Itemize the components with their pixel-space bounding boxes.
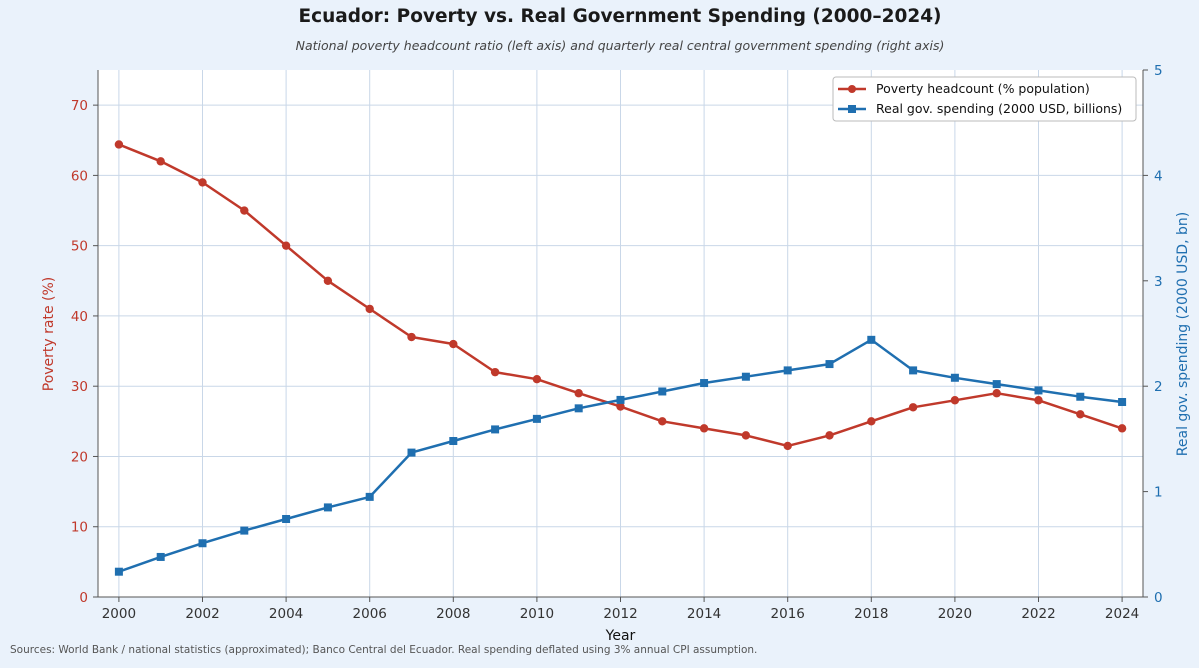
spending-point bbox=[783, 366, 792, 375]
y-left-tick-label: 0 bbox=[79, 590, 88, 606]
spending-point bbox=[365, 492, 374, 501]
x-tick-label: 2014 bbox=[687, 606, 721, 622]
spending-point bbox=[658, 387, 667, 396]
y-left-tick-label: 70 bbox=[71, 98, 88, 114]
poverty-point bbox=[867, 417, 876, 426]
x-tick-label: 2006 bbox=[353, 606, 387, 622]
poverty-point bbox=[574, 389, 583, 398]
poverty-point bbox=[490, 367, 500, 377]
y-left-axis-title: Poverty rate (%) bbox=[41, 277, 57, 392]
y-left-tick-label: 40 bbox=[71, 309, 88, 325]
y-left-tick-label: 30 bbox=[71, 379, 88, 395]
legend-poverty-marker bbox=[848, 85, 856, 93]
legend: Poverty headcount (% population) Real go… bbox=[832, 76, 1137, 122]
y-right-tick-label: 1 bbox=[1154, 485, 1163, 501]
poverty-point bbox=[532, 374, 542, 384]
x-axis-title: Year bbox=[605, 628, 636, 644]
ticks: 2000 2002 2004 2006 2008 2010 2012 2014 2016 2018… bbox=[71, 63, 1163, 622]
legend-poverty-label: Poverty headcount (% population) bbox=[876, 81, 1090, 96]
poverty-point bbox=[114, 140, 124, 149]
poverty-point bbox=[449, 339, 458, 349]
poverty-point bbox=[992, 389, 1001, 398]
poverty-point bbox=[198, 178, 207, 187]
y-left-tick-label: 10 bbox=[71, 520, 88, 536]
legend-box bbox=[832, 76, 1137, 122]
spending-point bbox=[1118, 398, 1127, 407]
spending-point bbox=[407, 448, 416, 457]
poverty-point bbox=[240, 206, 249, 215]
chart-area: 2000 2002 2004 2006 2008 2010 2012 2014 2016 2018… bbox=[41, 63, 1191, 644]
spending-point bbox=[114, 567, 123, 576]
spending-point bbox=[616, 395, 625, 404]
spending-point bbox=[198, 539, 207, 548]
spending-point bbox=[741, 372, 750, 381]
source-note: Sources: World Bank / national statistic… bbox=[10, 644, 758, 656]
poverty-point bbox=[699, 424, 709, 433]
spending-point bbox=[867, 335, 876, 344]
spending-point bbox=[950, 373, 959, 382]
poverty-point bbox=[825, 431, 834, 440]
y-right-tick-label: 4 bbox=[1154, 168, 1163, 184]
spending-point bbox=[909, 366, 918, 375]
x-tick-label: 2022 bbox=[1021, 606, 1055, 622]
poverty-point bbox=[1117, 424, 1127, 433]
x-tick-label: 2004 bbox=[269, 606, 303, 622]
legend-spending-marker bbox=[848, 105, 856, 113]
x-tick-label: 2010 bbox=[520, 606, 554, 622]
spending-point bbox=[574, 404, 583, 413]
spending-point bbox=[1034, 386, 1043, 395]
x-tick-label: 2016 bbox=[771, 606, 805, 622]
series bbox=[114, 140, 1127, 576]
spending-point bbox=[532, 414, 541, 423]
y-right-tick-label: 2 bbox=[1154, 379, 1163, 395]
spending-point bbox=[700, 379, 709, 388]
poverty-point bbox=[908, 403, 918, 412]
poverty-point bbox=[407, 332, 416, 342]
x-tick-label: 2002 bbox=[185, 606, 219, 622]
x-tick-label: 2024 bbox=[1105, 606, 1139, 622]
chart-title: Ecuador: Poverty vs. Real Government Spe… bbox=[298, 6, 942, 27]
spending-point bbox=[992, 380, 1001, 389]
y-left-tick-label: 60 bbox=[71, 168, 88, 184]
chart-subtitle: National poverty headcount ratio (left a… bbox=[295, 38, 945, 53]
poverty-point bbox=[1076, 410, 1085, 419]
poverty-point bbox=[741, 431, 751, 440]
spending-point bbox=[1076, 392, 1085, 401]
poverty-point bbox=[783, 441, 792, 451]
x-tick-label: 2000 bbox=[102, 606, 136, 622]
poverty-point bbox=[616, 402, 625, 411]
x-tick-label: 2020 bbox=[938, 606, 972, 622]
x-tick-label: 2008 bbox=[436, 606, 470, 622]
y-right-axis-title: Real gov. spending (2000 USD, bn) bbox=[1175, 212, 1191, 456]
spending-point bbox=[282, 515, 291, 524]
y-left-tick-label: 50 bbox=[71, 239, 88, 255]
x-tick-label: 2012 bbox=[603, 606, 637, 622]
y-right-tick-label: 0 bbox=[1154, 590, 1163, 606]
spending-point bbox=[491, 425, 500, 434]
spending-point bbox=[240, 526, 249, 535]
poverty-point bbox=[950, 396, 960, 405]
poverty-point bbox=[658, 417, 667, 426]
poverty-point bbox=[323, 276, 333, 285]
y-right-tick-label: 3 bbox=[1154, 274, 1163, 290]
x-tick-label: 2018 bbox=[854, 606, 888, 622]
spending-point bbox=[156, 552, 165, 561]
spending-point bbox=[825, 360, 834, 369]
y-right-tick-label: 5 bbox=[1154, 63, 1163, 79]
poverty-point bbox=[156, 157, 165, 166]
spending-point bbox=[449, 437, 458, 446]
poverty-point bbox=[281, 241, 291, 250]
legend-spending-label: Real gov. spending (2000 USD, billions) bbox=[876, 101, 1122, 116]
poverty-point bbox=[365, 304, 374, 314]
y-left-tick-label: 20 bbox=[71, 449, 88, 465]
spending-point bbox=[323, 503, 332, 512]
poverty-point bbox=[1034, 396, 1043, 405]
